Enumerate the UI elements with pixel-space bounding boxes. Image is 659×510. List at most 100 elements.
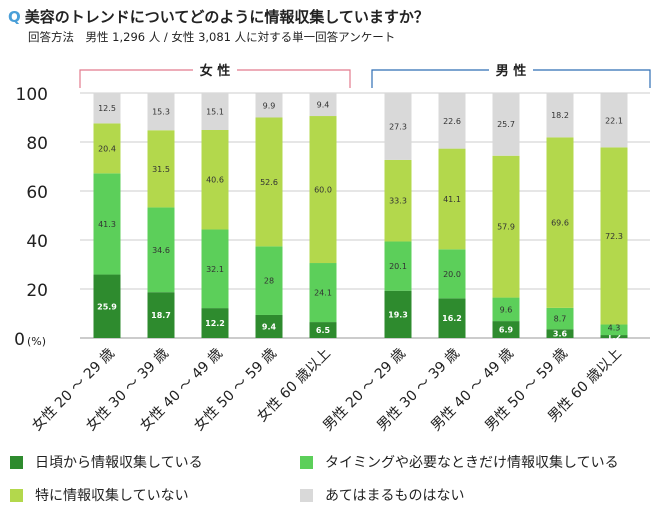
y-unit-label: (%) <box>27 335 46 348</box>
bar-segment <box>438 298 466 338</box>
bar-segment <box>309 116 337 264</box>
bar-segment <box>201 93 229 130</box>
data-label: 16.2 <box>442 314 462 323</box>
bar-segment <box>546 137 574 308</box>
data-label: 60.0 <box>314 186 332 195</box>
group-bracket <box>79 69 351 88</box>
data-label: 15.3 <box>152 107 170 116</box>
data-label: 34.6 <box>152 246 170 255</box>
data-label: 20.4 <box>98 144 116 153</box>
legend-item: タイミングや必要なときだけ情報収集している <box>300 452 619 472</box>
group-label: 女 性 <box>200 63 231 79</box>
data-label: 31.5 <box>152 165 170 174</box>
bar-segment <box>600 147 628 325</box>
y-tick-label: 80 <box>26 134 48 154</box>
bar-segment <box>546 307 574 330</box>
data-label: 9.9 <box>263 101 276 110</box>
data-label: 6.5 <box>316 326 331 335</box>
bar-segment <box>438 93 466 149</box>
bar-segment <box>384 159 412 242</box>
bar-segment <box>255 93 283 118</box>
data-label: 41.3 <box>98 220 116 229</box>
bar-segment <box>600 335 628 338</box>
data-label: 27.3 <box>389 122 407 131</box>
legend-label: 特に情報収集していない <box>35 488 189 504</box>
data-label: 40.6 <box>206 176 224 185</box>
question-title: Q 美容のトレンドについてどのように情報収集していますか？ <box>8 6 429 27</box>
y-tick-label: 0 <box>14 330 25 350</box>
bar-segment <box>147 207 175 293</box>
bar-segment <box>492 297 520 322</box>
data-label: 12.2 <box>205 319 225 328</box>
legend-item: 日頃から情報収集している <box>10 452 203 472</box>
legend-swatch <box>10 455 23 469</box>
bar-segment <box>492 92 520 156</box>
data-label: 28 <box>264 277 274 286</box>
legend-label: タイミングや必要なときだけ情報収集している <box>325 455 619 471</box>
bar-segment <box>384 241 412 291</box>
legend-swatch <box>300 488 313 502</box>
data-label: 57.9 <box>497 223 515 232</box>
data-label: 25.9 <box>97 302 117 311</box>
data-label: 22.6 <box>443 117 461 126</box>
data-label: 20.1 <box>389 262 407 271</box>
legend-label: 日頃から情報収集している <box>35 455 203 471</box>
bar-segment <box>384 93 412 160</box>
y-tick-label: 60 <box>26 183 48 203</box>
data-label: 20.0 <box>443 270 461 279</box>
data-label: 41.1 <box>443 195 461 204</box>
data-label: 9.4 <box>262 322 277 331</box>
data-label: 12.5 <box>98 104 116 113</box>
legend-swatch <box>10 488 23 502</box>
data-label: 1.2 <box>607 333 621 342</box>
bar-segment <box>438 249 466 299</box>
bar-segment <box>309 93 337 117</box>
bar-segment <box>93 173 121 275</box>
data-label: 33.3 <box>389 197 407 206</box>
data-label: 9.6 <box>500 305 513 314</box>
bar-segment <box>147 292 175 338</box>
bar-segment <box>546 92 574 138</box>
bar-segment <box>147 130 175 208</box>
data-label: 18.2 <box>551 111 569 120</box>
bar-segment <box>201 229 229 309</box>
bar-segment <box>600 93 628 148</box>
y-tick-label: 40 <box>26 232 48 252</box>
question-text: 美容のトレンドについてどのように情報収集していますか？ <box>24 8 429 26</box>
data-label: 72.3 <box>605 232 623 241</box>
group-label: 男 性 <box>496 63 527 79</box>
data-label: 3.6 <box>553 330 568 339</box>
bar-segment <box>255 117 283 247</box>
data-label: 19.3 <box>388 310 408 319</box>
data-label: 24.1 <box>314 289 332 298</box>
bar-segment <box>93 123 121 174</box>
legend-swatch <box>300 455 313 469</box>
bar-segment <box>201 308 229 338</box>
bar-segment <box>492 321 520 338</box>
bar-segment <box>147 92 175 131</box>
data-label: 69.6 <box>551 219 569 228</box>
bar-segment <box>255 314 283 338</box>
data-label: 22.1 <box>605 116 623 125</box>
legend-item: あてはまるものはない <box>300 485 464 505</box>
data-label: 15.1 <box>206 107 224 116</box>
bar-segment <box>309 263 337 323</box>
subtitle: 回答方法 男性 1,296 人 / 女性 3,081 人に対する単一回答アンケー… <box>28 30 396 44</box>
data-label: 25.7 <box>497 120 515 129</box>
bar-segment <box>93 92 121 124</box>
data-label: 18.7 <box>151 311 171 320</box>
y-tick-label: 20 <box>26 281 48 301</box>
data-label: 6.9 <box>499 326 514 335</box>
q-mark: Q <box>8 8 21 26</box>
data-label: 8.7 <box>554 315 567 324</box>
legend-item: 特に情報収集していない <box>10 485 189 505</box>
bar-segment <box>438 148 466 250</box>
bar-segment <box>201 129 229 230</box>
data-label: 32.1 <box>206 265 224 274</box>
data-label: 9.4 <box>317 101 330 110</box>
bar-segment <box>255 246 283 315</box>
group-bracket <box>371 69 651 88</box>
legend-label: あてはまるものはない <box>325 488 465 504</box>
